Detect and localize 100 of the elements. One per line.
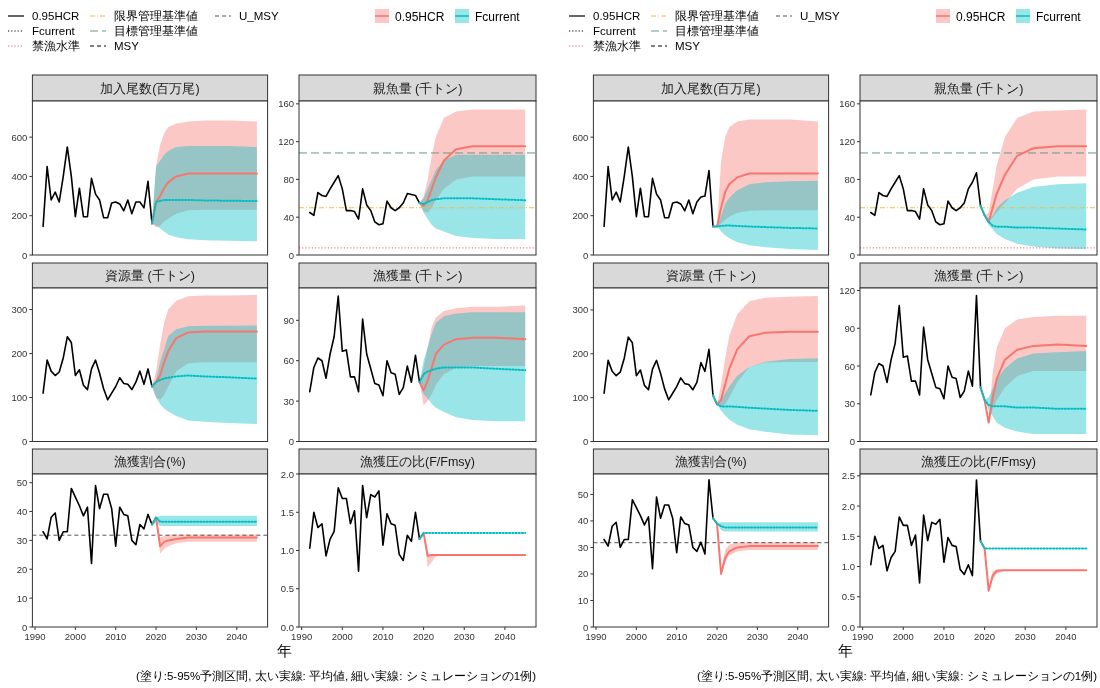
- y-tick-label: 90: [283, 314, 294, 326]
- y-tick-label: 60: [844, 360, 855, 372]
- y-tick-label: 2.0: [841, 500, 855, 512]
- legend-label: 禁漁水準: [32, 40, 80, 52]
- x-tick-label: 2010: [933, 631, 955, 642]
- line-series: [712, 172, 819, 228]
- line-series: [418, 336, 527, 392]
- x-tick-label: 1990: [585, 631, 607, 642]
- y-tick-label: 600: [11, 131, 28, 143]
- y-tick-label: 2.0: [280, 468, 294, 480]
- x-tick-label: 2030: [746, 631, 768, 642]
- line-series: [603, 336, 714, 401]
- x-tick-label: 1990: [24, 631, 46, 642]
- line-series: [603, 146, 714, 228]
- y-tick-label: 200: [572, 348, 589, 360]
- y-tick-label: 300: [11, 304, 28, 316]
- line-series: [308, 174, 421, 226]
- legend-label: Fcurrent: [475, 9, 521, 24]
- chart-title: 資源量 (千トン): [666, 269, 756, 283]
- y-tick-label: 80: [283, 173, 294, 185]
- y-tick-label: 30: [577, 541, 589, 553]
- chart-title: 漁獲割合(%): [675, 455, 747, 469]
- x-tick-label: 1990: [291, 631, 313, 642]
- y-tick-label: 400: [572, 170, 589, 182]
- x-tick-label: 2030: [185, 631, 207, 642]
- line-series: [979, 386, 1088, 410]
- y-tick-label: 200: [572, 210, 589, 222]
- line-series: [42, 336, 153, 401]
- y-tick-label: 80: [844, 173, 855, 185]
- y-tick-label: 30: [844, 398, 855, 410]
- legend-label: U_MSY: [239, 10, 279, 22]
- line-series: [712, 330, 819, 406]
- legend-label: 0.95HCR: [956, 9, 1006, 24]
- y-tick-label: 200: [11, 210, 28, 222]
- text: Fcurrent: [593, 25, 636, 37]
- y-tick-label: 100: [11, 392, 28, 404]
- chart-title: 漁獲割合(%): [114, 455, 186, 469]
- y-tick-label: 30: [16, 534, 28, 546]
- line-series: [603, 479, 714, 570]
- y-tick-label: 0: [22, 621, 28, 633]
- x-axis-title: 年: [276, 642, 292, 659]
- line-series: [979, 343, 1088, 424]
- line-series: [308, 484, 421, 572]
- y-tick-label: 0: [288, 436, 294, 447]
- text: 0.95HCR: [32, 10, 80, 22]
- y-tick-label: 40: [16, 506, 28, 518]
- y-tick-label: 90: [844, 322, 855, 334]
- x-tick-label: 2040: [787, 631, 809, 642]
- y-tick-label: 60: [283, 355, 294, 367]
- line-series: [869, 294, 982, 400]
- y-tick-label: 120: [278, 136, 294, 148]
- line-series: [712, 394, 819, 412]
- line-series: [979, 204, 1088, 231]
- line-series: [869, 172, 982, 226]
- line-series: [42, 484, 153, 565]
- text: Fcurrent: [32, 25, 75, 37]
- y-tick-label: 50: [16, 477, 28, 489]
- legend-label: U_MSY: [800, 10, 840, 22]
- x-tick-label: 2020: [413, 631, 435, 642]
- chart-title: 漁獲量 (千トン): [933, 269, 1024, 283]
- line-series: [869, 479, 982, 584]
- y-tick-label: 120: [839, 136, 855, 148]
- x-tick-label: 2000: [331, 631, 353, 642]
- y-tick-label: 40: [283, 211, 294, 223]
- y-tick-label: 0.0: [280, 621, 294, 633]
- y-tick-label: 1.5: [841, 530, 855, 542]
- y-tick-label: 0: [22, 436, 28, 447]
- y-tick-label: 400: [11, 170, 28, 182]
- y-tick-label: 20: [577, 568, 589, 580]
- line-series: [151, 374, 258, 388]
- y-tick-label: 0.5: [280, 583, 294, 595]
- y-tick-label: 300: [572, 304, 589, 316]
- chart-title: 親魚量 (千トン): [933, 81, 1024, 96]
- x-axis-title: 年: [837, 642, 853, 659]
- x-tick-label: 2020: [706, 631, 728, 642]
- x-tick-label: 2040: [494, 631, 516, 642]
- line-series: [151, 199, 258, 225]
- y-tick-label: 200: [11, 348, 28, 360]
- x-tick-label: 2040: [226, 631, 248, 642]
- y-tick-label: 0: [22, 249, 28, 261]
- y-tick-label: 0: [849, 436, 855, 447]
- y-tick-label: 0: [288, 249, 294, 261]
- y-tick-label: 160: [839, 98, 855, 110]
- x-tick-label: 2000: [625, 631, 647, 642]
- text: (塗り:5-95%予測区間, 太い実線: 平均値, 細い実線: シミュレーションの1例): [696, 669, 1098, 682]
- legend-label: 0.95HCR: [395, 9, 445, 24]
- legend-label: Fcurrent: [1036, 9, 1082, 24]
- x-tick-label: 2000: [892, 631, 914, 642]
- y-tick-label: 0: [583, 249, 589, 261]
- text: MSY: [114, 40, 139, 52]
- y-tick-label: 1.0: [841, 561, 855, 573]
- y-tick-label: 1.0: [280, 545, 294, 556]
- legend-label: 限界管理基準値: [675, 10, 759, 22]
- y-tick-label: 0: [583, 621, 589, 633]
- chart-title: 加入尾数(百万尾): [661, 81, 761, 96]
- text: 0.95HCR: [593, 10, 641, 22]
- line-series: [151, 172, 258, 225]
- chart-title: 親魚量 (千トン): [372, 81, 463, 96]
- chart-title: 漁獲量 (千トン): [372, 269, 463, 283]
- y-tick-label: 40: [577, 515, 589, 527]
